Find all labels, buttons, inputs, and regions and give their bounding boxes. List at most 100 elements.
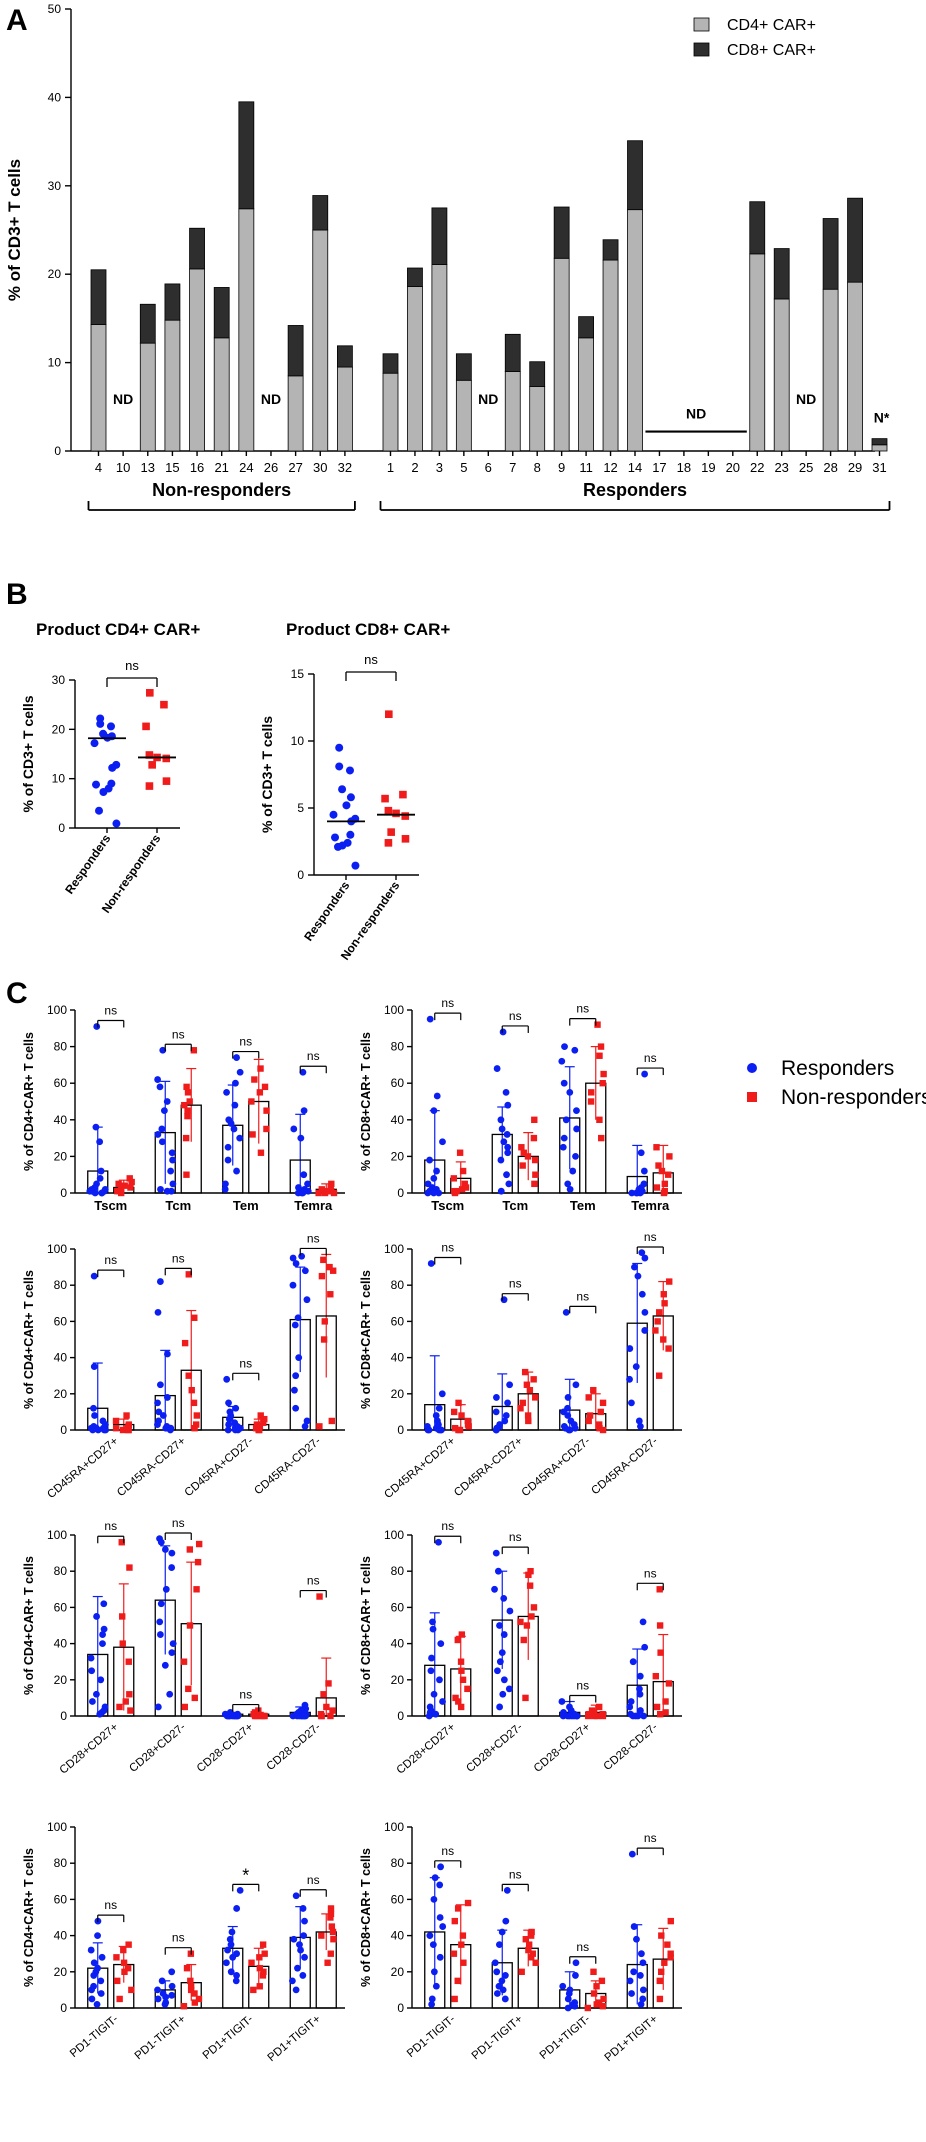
point-responder xyxy=(345,766,354,775)
point-non-responder xyxy=(192,1421,200,1428)
point-non-responder xyxy=(162,777,171,785)
x-tick-label: PD1+TIGIT+ xyxy=(603,2013,661,2064)
x-tick-label: Tscm xyxy=(431,1198,464,1213)
point-responder xyxy=(569,1167,577,1175)
x-tick-label: 2 xyxy=(411,460,418,475)
bar-cd4 xyxy=(602,259,619,452)
y-axis-label: % of CD4+CAR+ T cells xyxy=(22,1270,36,1409)
point-responder xyxy=(428,1654,435,1662)
x-tick-label: PD1+TIGIT- xyxy=(201,2013,256,2062)
point-responder xyxy=(90,1972,98,1979)
bar-responders xyxy=(222,1947,244,2009)
y-tick-label: 60 xyxy=(54,1314,68,1328)
x-tick-label: 3 xyxy=(436,460,443,475)
x-tick-label: CD45RA-CD27+ xyxy=(115,1435,188,1499)
point-non-responder xyxy=(194,1558,202,1566)
significance-label: ns xyxy=(307,1231,320,1245)
y-tick-label: 60 xyxy=(54,1892,68,1906)
group-label-responders: Responders xyxy=(583,480,687,500)
x-tick-label: Responders xyxy=(62,831,113,896)
point-responder xyxy=(89,1698,96,1705)
point-responder xyxy=(90,1959,98,1967)
point-non-responder xyxy=(519,1399,526,1407)
bar-non-responders xyxy=(315,1697,337,1717)
y-tick-label: 10 xyxy=(48,356,62,370)
point-responder xyxy=(225,1421,233,1428)
point-non-responder xyxy=(527,1568,534,1575)
point-responder xyxy=(99,1640,106,1647)
point-responder xyxy=(99,1631,106,1638)
point-responder xyxy=(433,1167,440,1175)
y-tick-label: 30 xyxy=(52,673,66,687)
y-tick-label: 10 xyxy=(291,734,305,748)
y-tick-label: 0 xyxy=(397,1709,404,1723)
point-non-responder xyxy=(186,1622,194,1629)
point-responder xyxy=(88,1986,95,1994)
x-tick-label: CD45RA+CD27+ xyxy=(45,1435,121,1501)
point-responder xyxy=(226,1935,234,1943)
x-tick-label: 29 xyxy=(848,460,862,475)
point-non-responder xyxy=(148,761,156,769)
point-non-responder xyxy=(187,1977,194,1985)
y-tick-label: 80 xyxy=(54,1856,68,1870)
point-responder xyxy=(94,1426,102,1434)
point-non-responder xyxy=(521,1368,529,1376)
point-responder xyxy=(435,1189,443,1197)
point-non-responder xyxy=(653,1703,661,1711)
point-non-responder xyxy=(461,1180,468,1188)
point-responder xyxy=(169,1156,176,1164)
point-responder xyxy=(426,1156,433,1164)
point-non-responder xyxy=(261,1083,269,1091)
annotation-nd: ND xyxy=(261,391,281,407)
point-responder xyxy=(158,1125,166,1133)
point-non-responder xyxy=(142,722,150,731)
point-responder xyxy=(168,1649,176,1657)
point-non-responder xyxy=(595,1421,603,1428)
point-responder xyxy=(634,1712,642,1720)
point-non-responder xyxy=(191,1314,198,1321)
point-non-responder xyxy=(464,1417,471,1425)
point-non-responder xyxy=(261,1415,268,1423)
point-non-responder xyxy=(128,1986,135,1994)
point-responder xyxy=(297,1946,304,1954)
point-responder xyxy=(162,1993,170,2001)
point-responder xyxy=(503,1171,510,1179)
x-tick-label: CD45RA+CD27+ xyxy=(382,1435,458,1501)
point-responder xyxy=(168,1564,176,1571)
point-responder xyxy=(496,1703,504,1711)
point-non-responder xyxy=(657,1968,665,1975)
point-responder xyxy=(289,1254,297,1262)
point-responder xyxy=(565,1426,573,1434)
point-responder xyxy=(291,1386,298,1394)
y-tick-label: 100 xyxy=(384,1003,404,1017)
point-responder xyxy=(154,1308,162,1316)
point-non-responder xyxy=(530,1604,538,1611)
point-responder xyxy=(424,1189,432,1197)
point-non-responder xyxy=(259,1941,267,1948)
point-responder xyxy=(558,1057,566,1065)
bar-cd4 xyxy=(336,366,353,452)
x-tick-label: CD45RA-CD27- xyxy=(252,1435,323,1497)
y-axis-label: % of CD3+ T cells xyxy=(259,716,275,833)
point-non-responder xyxy=(112,1417,120,1425)
x-tick-label: Tem xyxy=(570,1198,596,1213)
point-non-responder xyxy=(517,1618,524,1626)
point-responder xyxy=(629,1712,637,1720)
point-non-responder xyxy=(528,1928,535,1936)
bar-cd4 xyxy=(164,319,181,452)
point-non-responder xyxy=(653,1184,661,1191)
point-responder xyxy=(501,1972,509,1979)
point-responder xyxy=(435,1538,442,1546)
point-non-responder xyxy=(193,1412,201,1419)
point-responder xyxy=(294,1314,302,1322)
bar-cd4 xyxy=(287,375,304,452)
point-responder xyxy=(224,1426,232,1434)
point-non-responder xyxy=(598,1134,605,1142)
bar-non-responders xyxy=(180,1369,202,1431)
point-non-responder xyxy=(392,809,400,818)
x-tick-label: 18 xyxy=(677,460,691,475)
point-responder xyxy=(100,1600,108,1608)
point-responder xyxy=(432,1982,440,1990)
x-tick-label: CD28+CD27- xyxy=(464,1721,525,1775)
point-non-responder xyxy=(146,689,154,697)
